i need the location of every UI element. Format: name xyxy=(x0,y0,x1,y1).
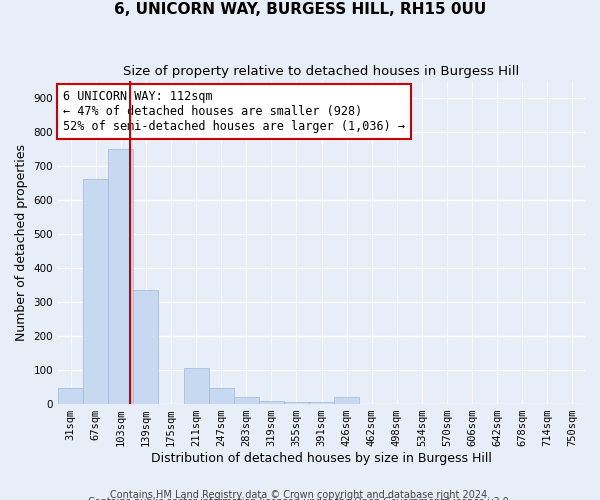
Bar xyxy=(133,290,158,404)
Text: 6, UNICORN WAY, BURGESS HILL, RH15 0UU: 6, UNICORN WAY, BURGESS HILL, RH15 0UU xyxy=(114,2,486,18)
Y-axis label: Number of detached properties: Number of detached properties xyxy=(15,144,28,341)
Bar xyxy=(309,402,334,404)
Bar xyxy=(184,368,209,404)
Bar xyxy=(259,400,284,404)
Text: Contains HM Land Registry data © Crown copyright and database right 2024.: Contains HM Land Registry data © Crown c… xyxy=(110,490,490,500)
X-axis label: Distribution of detached houses by size in Burgess Hill: Distribution of detached houses by size … xyxy=(151,452,492,465)
Bar xyxy=(108,148,133,404)
Bar xyxy=(284,402,309,404)
Bar xyxy=(83,180,108,404)
Title: Size of property relative to detached houses in Burgess Hill: Size of property relative to detached ho… xyxy=(124,65,520,78)
Bar xyxy=(334,398,359,404)
Bar xyxy=(58,388,83,404)
Text: Contains public sector information licensed under the Open Government Licence v3: Contains public sector information licen… xyxy=(88,497,512,500)
Text: 6 UNICORN WAY: 112sqm
← 47% of detached houses are smaller (928)
52% of semi-det: 6 UNICORN WAY: 112sqm ← 47% of detached … xyxy=(64,90,406,134)
Bar xyxy=(233,398,259,404)
Bar xyxy=(209,388,233,404)
